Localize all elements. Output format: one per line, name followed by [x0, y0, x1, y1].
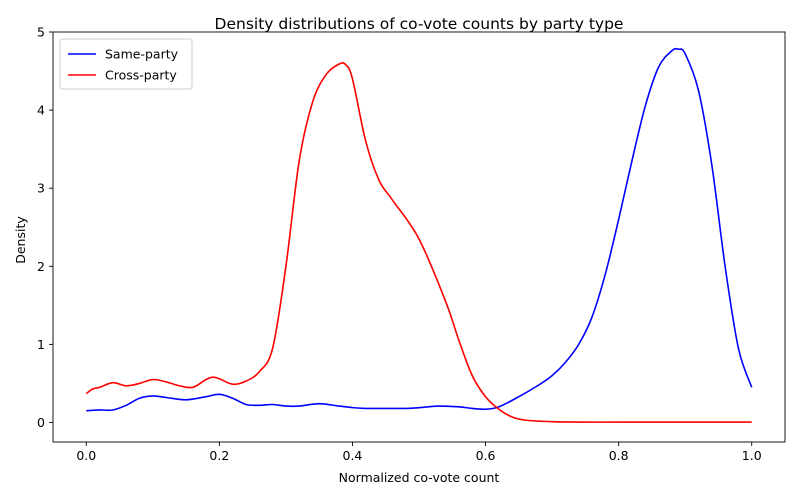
x-tick-label: 0.8	[609, 448, 629, 463]
legend-box	[59, 38, 193, 90]
x-tick-label: 0.0	[76, 448, 96, 463]
y-tick-label: 4	[37, 103, 45, 118]
plot-area	[53, 32, 785, 442]
y-tick-label: 5	[37, 25, 45, 40]
legend: Same-party Cross-party	[59, 38, 193, 90]
legend-label-cross-party: Cross-party	[105, 68, 177, 83]
chart-title: Density distributions of co-vote counts …	[215, 15, 624, 33]
plot-background	[53, 32, 785, 442]
axes-layer: 0.0 0.2 0.4 0.6 0.8 1.0 0 1 2 3 4 5	[37, 25, 786, 463]
series-line-cross-party	[85, 62, 752, 423]
y-tick-label: 2	[37, 259, 45, 274]
x-tick-label: 0.2	[209, 448, 229, 463]
series-layer	[85, 47, 753, 423]
y-tick-label: 3	[37, 181, 45, 196]
y-axis-label: Density	[13, 216, 28, 264]
legend-label-same-party: Same-party	[105, 47, 179, 62]
axes-frame	[52, 31, 786, 443]
y-tick-label: 0	[37, 415, 45, 430]
x-tick-label: 0.4	[343, 448, 363, 463]
x-tick-label: 0.6	[476, 448, 496, 463]
y-tick-label: 1	[37, 337, 45, 352]
series-line-same-party	[86, 47, 753, 412]
x-tick-label: 1.0	[742, 448, 762, 463]
x-axis-label: Normalized co-vote count	[339, 470, 500, 485]
